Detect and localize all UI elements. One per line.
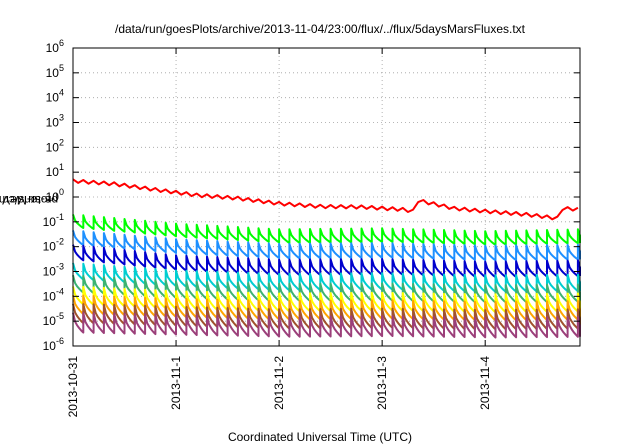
y-tick-label: 103 [46, 113, 64, 130]
x-axis-label: Coordinated Universal Time (UTC) [227, 430, 413, 444]
y-tick-label: 10-2 [43, 237, 64, 254]
y-tick-label: 104 [46, 88, 64, 105]
chart-title: /data/run/goesPlots/archive/2013-11-04/2… [115, 22, 525, 36]
y-tick-label: 10-5 [43, 311, 64, 328]
x-tick-label: 2013-10-31 [66, 356, 80, 418]
series-group [72, 178, 581, 339]
series-line-10 [72, 311, 581, 339]
y-tick-label: 105 [46, 63, 64, 80]
series-line-3 [72, 230, 581, 262]
x-tick-label: 2013-11-2 [272, 356, 286, 410]
series-line-1 [72, 178, 579, 221]
series-line-4 [72, 244, 581, 279]
y-tick-label: 10-1 [43, 212, 64, 229]
series-line-2 [72, 214, 581, 246]
x-tick-label: 2013-11-3 [375, 356, 389, 410]
ticks: 10-6 10-5 10-4 10-3 10-2 10-1 100 101 102 103 104 1… [43, 38, 580, 417]
y-tick-label: 10-6 [43, 336, 64, 353]
y-tick-label: 101 [46, 162, 64, 179]
y-tick-label: 10-4 [43, 286, 64, 303]
series-line-5 [72, 262, 581, 293]
y-tick-label: 106 [46, 38, 64, 55]
y-tick-label: 100 [46, 187, 64, 204]
x-tick-label: 2013-11-4 [478, 356, 492, 410]
x-tick-label: 2013-11-1 [169, 356, 183, 410]
y-tick-label: 102 [46, 137, 64, 154]
y-tick-label: 10-3 [43, 262, 64, 279]
